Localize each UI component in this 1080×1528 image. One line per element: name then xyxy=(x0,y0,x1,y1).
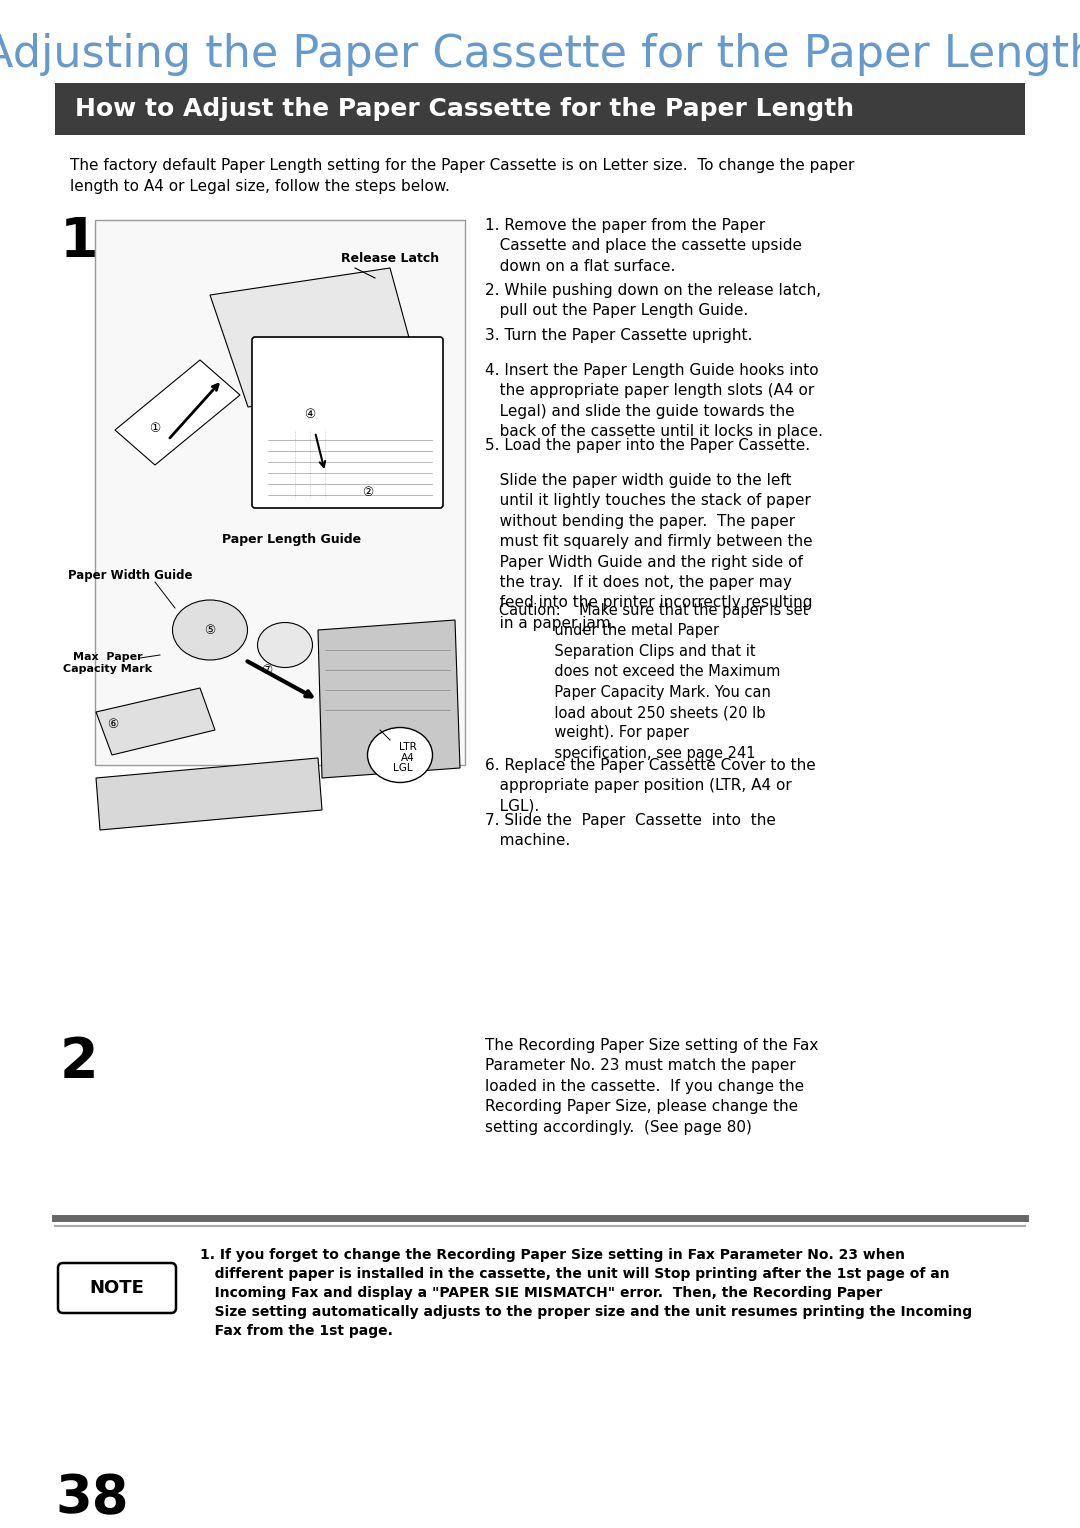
Text: ⑦: ⑦ xyxy=(261,663,272,677)
Text: 38: 38 xyxy=(55,1471,129,1523)
Text: 1. If you forget to change the Recording Paper Size setting in Fax Parameter No.: 1. If you forget to change the Recording… xyxy=(200,1248,972,1339)
Ellipse shape xyxy=(173,601,247,660)
Polygon shape xyxy=(210,267,420,406)
Polygon shape xyxy=(318,620,460,778)
Text: 2. While pushing down on the release latch,
   pull out the Paper Length Guide.: 2. While pushing down on the release lat… xyxy=(485,283,821,318)
Text: Max  Paper
Capacity Mark: Max Paper Capacity Mark xyxy=(64,652,152,674)
Text: ⑤: ⑤ xyxy=(204,623,216,637)
Text: 6. Replace the Paper Cassette Cover to the
   appropriate paper position (LTR, A: 6. Replace the Paper Cassette Cover to t… xyxy=(485,758,815,814)
Text: LGL: LGL xyxy=(393,762,413,773)
Polygon shape xyxy=(114,361,240,465)
Text: Adjusting the Paper Cassette for the Paper Length: Adjusting the Paper Cassette for the Pap… xyxy=(0,34,1080,76)
Text: 1: 1 xyxy=(60,215,98,269)
Text: 5. Load the paper into the Paper Cassette.: 5. Load the paper into the Paper Cassett… xyxy=(485,439,810,452)
Text: 1. Remove the paper from the Paper
   Cassette and place the cassette upside
   : 1. Remove the paper from the Paper Casse… xyxy=(485,219,802,274)
Text: Slide the paper width guide to the left
   until it lightly touches the stack of: Slide the paper width guide to the left … xyxy=(485,474,812,631)
Polygon shape xyxy=(96,688,215,755)
Polygon shape xyxy=(96,758,322,830)
Text: LTR: LTR xyxy=(400,743,417,752)
Text: Paper Width Guide: Paper Width Guide xyxy=(68,568,192,582)
Ellipse shape xyxy=(367,727,432,782)
Text: ②: ② xyxy=(363,486,374,498)
Text: Caution:    Make sure that the paper is set
               under the metal Paper: Caution: Make sure that the paper is set… xyxy=(485,604,808,761)
Text: ⑥: ⑥ xyxy=(107,718,119,732)
Text: How to Adjust the Paper Cassette for the Paper Length: How to Adjust the Paper Cassette for the… xyxy=(75,96,854,121)
Ellipse shape xyxy=(257,622,312,668)
Text: ④: ④ xyxy=(305,408,315,422)
Text: 3. Turn the Paper Cassette upright.: 3. Turn the Paper Cassette upright. xyxy=(485,329,753,342)
Text: 4. Insert the Paper Length Guide hooks into
   the appropriate paper length slot: 4. Insert the Paper Length Guide hooks i… xyxy=(485,364,823,439)
FancyBboxPatch shape xyxy=(58,1264,176,1313)
Text: A4: A4 xyxy=(401,753,415,762)
Text: The factory default Paper Length setting for the Paper Cassette is on Letter siz: The factory default Paper Length setting… xyxy=(70,157,854,194)
FancyBboxPatch shape xyxy=(252,338,443,507)
Text: 2: 2 xyxy=(60,1034,98,1089)
Text: 7. Slide the  Paper  Cassette  into  the
   machine.: 7. Slide the Paper Cassette into the mac… xyxy=(485,813,775,848)
Text: Paper Length Guide: Paper Length Guide xyxy=(222,533,362,547)
Bar xyxy=(55,83,1025,134)
Text: NOTE: NOTE xyxy=(90,1279,145,1297)
Text: The Recording Paper Size setting of the Fax
Parameter No. 23 must match the pape: The Recording Paper Size setting of the … xyxy=(485,1038,819,1135)
Text: ①: ① xyxy=(149,422,161,434)
Text: Release Latch: Release Latch xyxy=(341,252,440,264)
Bar xyxy=(95,220,465,766)
